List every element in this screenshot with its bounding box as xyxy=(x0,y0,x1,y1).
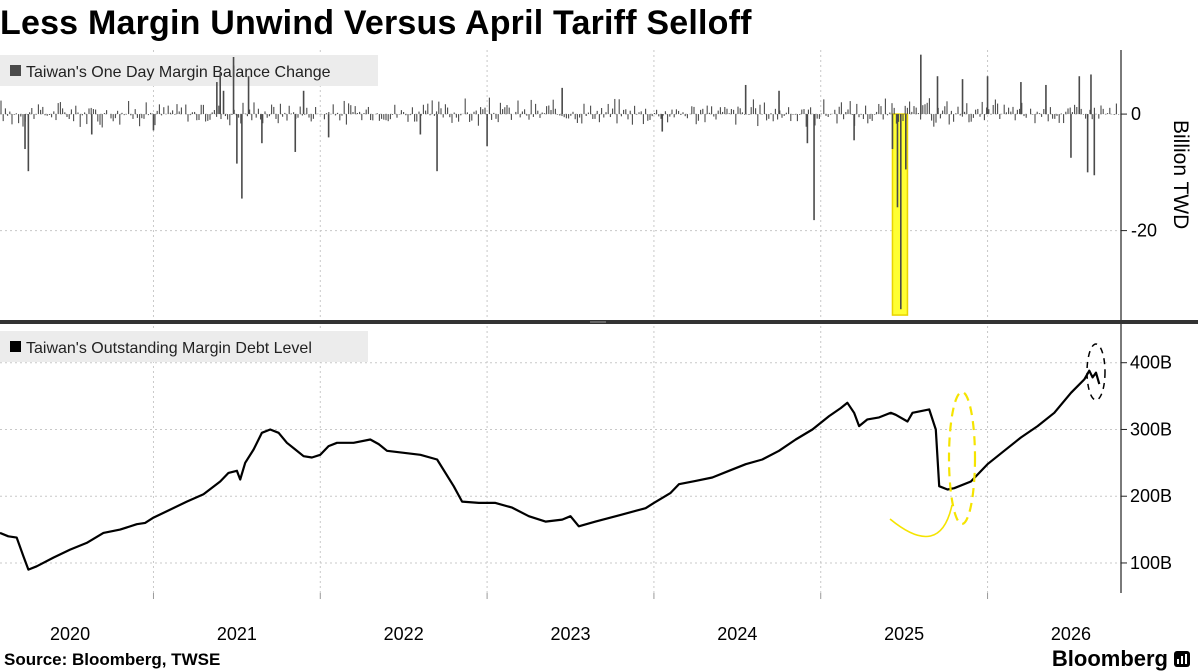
xtick-label: 2020 xyxy=(50,624,90,644)
legend-top-bg xyxy=(0,55,378,86)
xtick-label: 2022 xyxy=(384,624,424,644)
legend-top-label: Taiwan's One Day Margin Balance Change xyxy=(26,64,331,81)
black-dashed-ellipse xyxy=(1086,343,1106,401)
legend-bottom-swatch xyxy=(10,341,21,352)
bottom-ytick-label: 400B xyxy=(1130,353,1172,373)
bloomberg-logo: Bloomberg xyxy=(1051,646,1168,671)
top-y-axis-label: Billion TWD xyxy=(1169,120,1192,229)
bottom-ytick-label: 100B xyxy=(1130,553,1172,573)
legend-bottom-label: Taiwan's Outstanding Margin Debt Level xyxy=(26,340,312,357)
yellow-dashed-ellipse xyxy=(947,390,977,526)
highlight-box xyxy=(891,113,909,316)
xtick-label: 2024 xyxy=(717,624,757,644)
bottom-ytick-label: 200B xyxy=(1130,486,1172,506)
xtick-label: 2021 xyxy=(217,624,257,644)
source-note: Source: Bloomberg, TWSE xyxy=(4,650,221,669)
xtick-label: 2023 xyxy=(550,624,590,644)
chart-svg: Taiwan's One Day Margin Balance Change 0… xyxy=(0,50,1198,644)
xtick-label: 2025 xyxy=(884,624,924,644)
yellow-curve-annotation xyxy=(889,504,953,538)
bloomberg-bars-icon xyxy=(1174,651,1190,667)
xtick-label: 2026 xyxy=(1051,624,1091,644)
chart-title: Less Margin Unwind Versus April Tariff S… xyxy=(0,4,752,42)
bottom-ytick-label: 300B xyxy=(1130,419,1172,439)
top-ytick-label: 0 xyxy=(1131,104,1141,124)
margin-debt-line xyxy=(0,369,1101,571)
top-ytick-label: -20 xyxy=(1131,221,1157,241)
legend-top-swatch xyxy=(10,65,21,76)
legend-bottom-bg xyxy=(0,331,368,362)
